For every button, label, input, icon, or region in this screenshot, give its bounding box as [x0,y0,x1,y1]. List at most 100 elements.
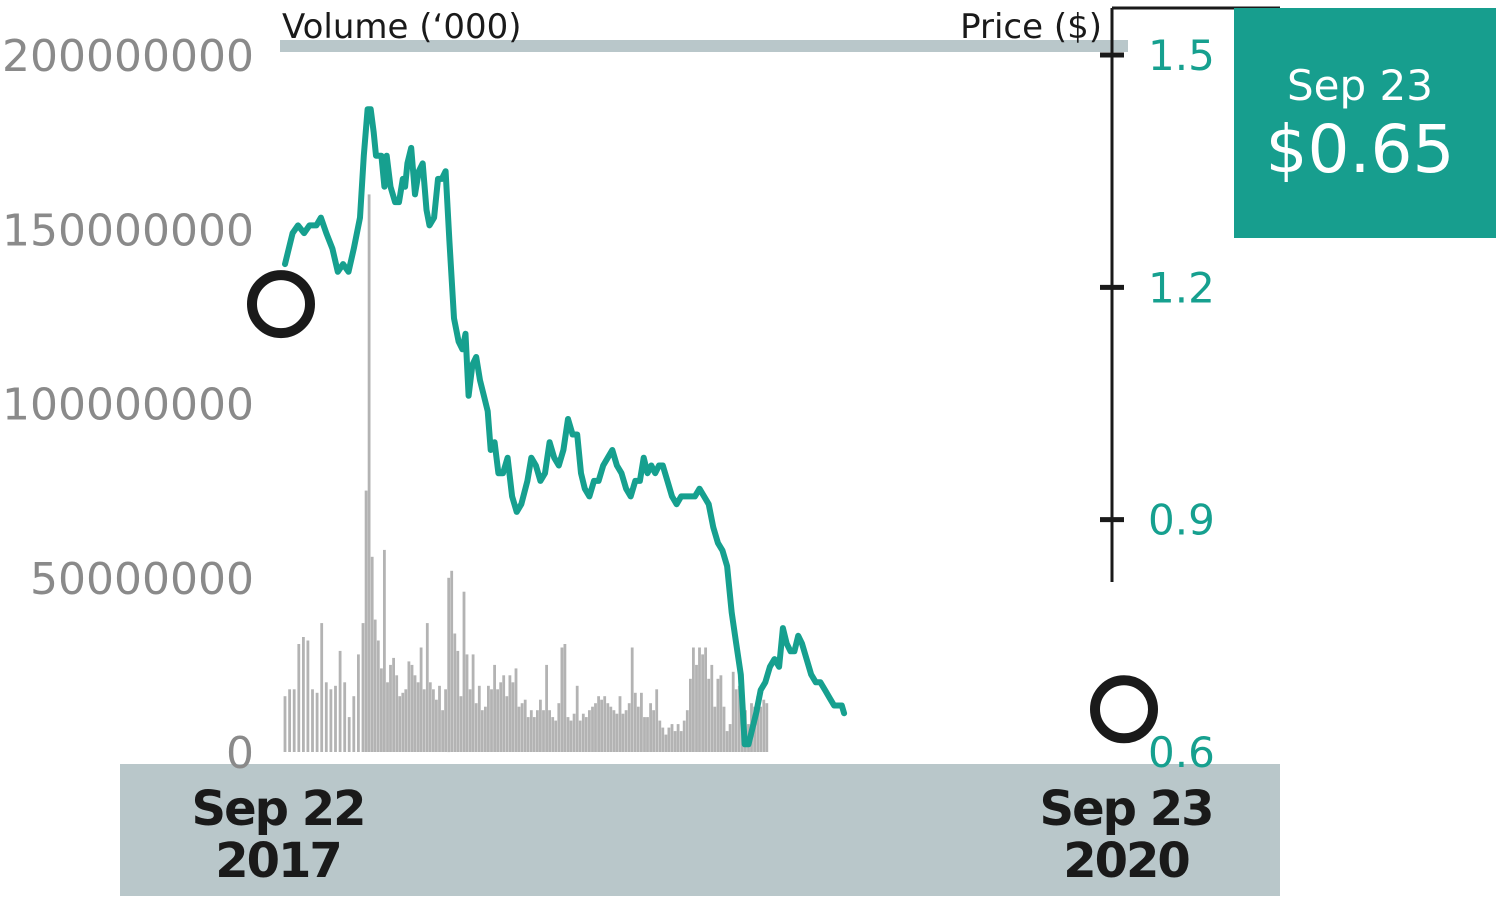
volume-bar [499,682,503,752]
volume-bar [612,710,616,752]
volume-bar [661,727,665,752]
volume-bar [343,682,347,752]
volume-bar [536,710,539,752]
volume-bar [554,720,558,752]
volume-bar [762,699,766,752]
price-tick-label: 1.2 [1148,263,1215,312]
volume-bar [548,710,551,752]
volume-bar [383,549,386,752]
volume-bar [655,689,659,752]
volume-bar [477,685,481,752]
volume-bar [392,657,395,752]
volume-bar [621,713,625,752]
volume-bar [496,689,499,752]
volume-bar [523,699,527,752]
volume-bar [578,720,582,752]
volume-bar [357,654,360,752]
end-marker [1090,675,1158,744]
x-start-label-date: Sep 22 [192,781,365,837]
volume-bar [311,689,314,752]
volume-bar [698,647,701,752]
volume-bar [737,685,741,752]
volume-bar [444,689,447,752]
volume-bar [572,713,576,752]
volume-bar [283,696,287,752]
volume-bar [435,699,438,752]
volume-bar [410,664,414,752]
volume-bar [490,689,493,752]
volume-tick-label: 0 [226,728,254,779]
volume-bar [292,689,296,752]
volume-bar [597,696,600,752]
volume-bar [416,682,420,752]
volume-bar [297,644,301,752]
volume-bar [288,689,291,752]
volume-bar [468,689,472,752]
volume-bar [425,623,429,752]
volume-bar [511,682,515,752]
volume-bar [704,647,707,752]
volume-bar [334,685,337,752]
volume-bars [283,194,769,753]
price-callout-box [1234,8,1496,238]
volume-bar [584,717,588,752]
volume-bar [329,689,333,752]
x-axis-band [120,764,1280,896]
volume-bar [370,556,374,752]
volume-bar [609,706,613,752]
volume-bar [302,637,305,752]
volume-bar [728,724,732,752]
volume-bar [667,727,671,752]
volume-bar [465,654,469,752]
price-tick-label: 0.6 [1148,728,1215,777]
volume-bar [765,703,769,752]
volume-bar [652,710,655,752]
volume-bar [462,591,466,752]
volume-bar [591,706,594,752]
volume-bar [618,696,622,752]
volume-bar [447,577,451,753]
volume-bar [670,724,674,752]
volume-bar [575,685,579,752]
volume-axis-ticks: 200000000 150000000 100000000 50000000 0 [2,31,254,779]
volume-bar [759,706,763,752]
volume-bar [428,682,432,752]
price-tick-label: 0.9 [1148,496,1215,545]
volume-bar [432,689,435,752]
volume-bar [713,706,717,752]
x-end-label-year: 2020 [1063,833,1189,889]
volume-bar [542,710,545,752]
volume-bar [643,717,646,752]
volume-bar [560,647,564,752]
volume-bar [315,692,319,752]
volume-bar [401,692,405,752]
volume-bar [701,654,704,752]
volume-bar [695,664,698,752]
volume-tick-label: 50000000 [30,554,254,605]
volume-bar [606,703,610,752]
price-tick-label: 1.5 [1148,31,1215,80]
volume-bar [373,619,377,752]
start-marker [247,270,315,339]
volume-bar [689,678,692,752]
volume-bar [633,692,637,752]
callout-price: $0.65 [1266,111,1455,188]
volume-bar [731,671,735,752]
volume-bar [603,696,607,752]
volume-bar [627,703,631,752]
volume-bar [338,650,342,752]
volume-bar [422,689,426,752]
volume-bar [532,717,536,752]
callout-date: Sep 23 [1287,61,1433,110]
volume-bar [474,703,478,752]
volume-bar [624,710,628,752]
volume-bar [566,717,570,752]
volume-bar [716,678,720,752]
price-axis-title: Price ($) [960,7,1102,47]
volume-bar [508,675,512,752]
volume-bar [306,640,310,752]
volume-bar [389,664,392,752]
volume-bar [685,710,689,752]
volume-bar [502,675,506,752]
volume-bar [367,194,371,752]
